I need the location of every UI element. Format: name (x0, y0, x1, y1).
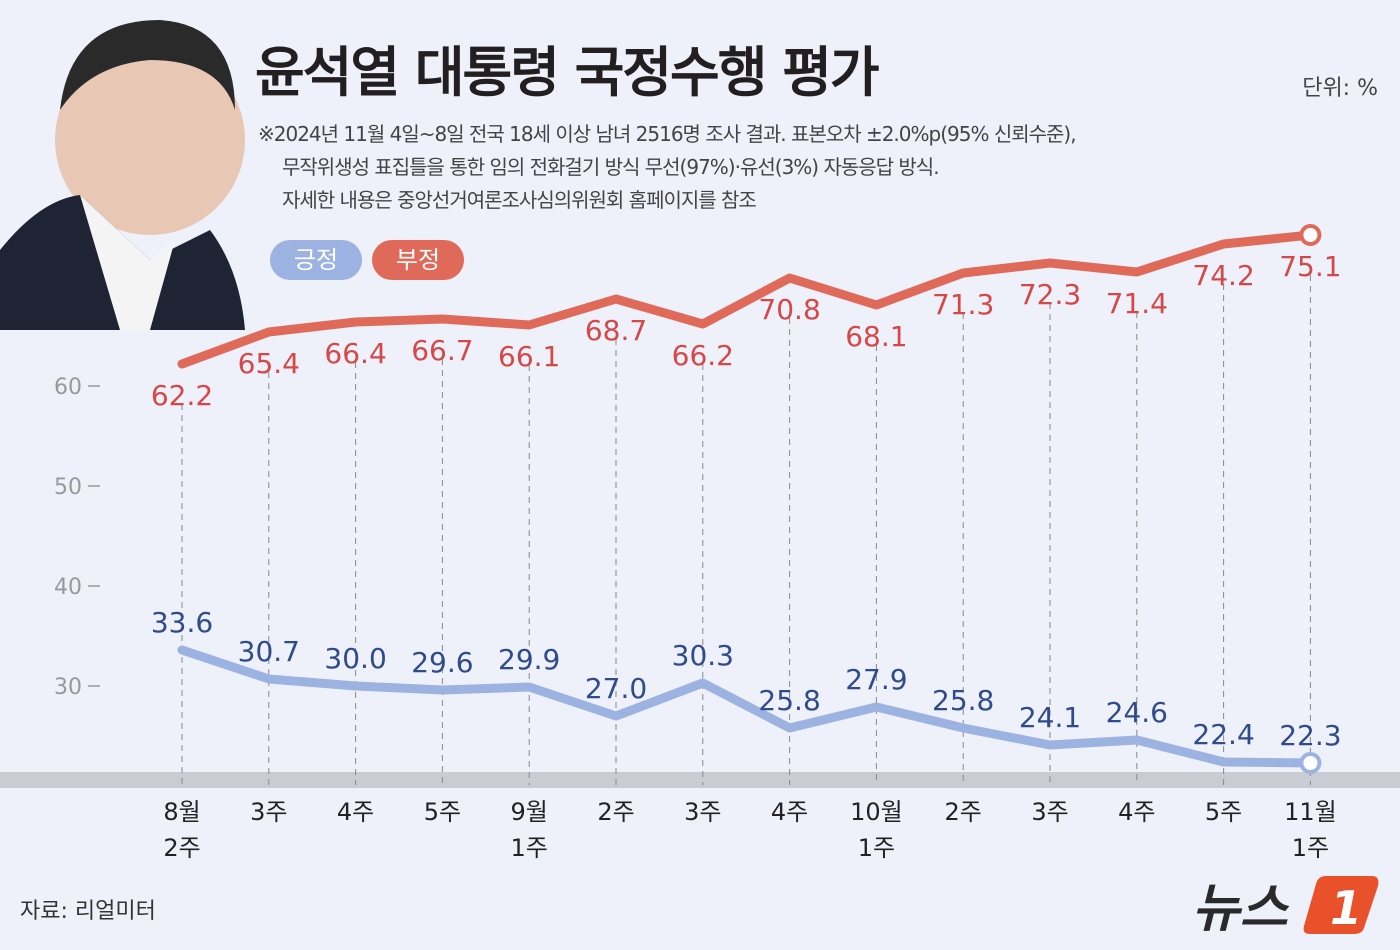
data-label: 71.3 (932, 288, 994, 321)
data-label: 66.1 (498, 340, 560, 373)
x-tick-label: 10월 (850, 798, 903, 826)
data-label: 70.8 (758, 293, 820, 326)
x-tick-label: 1주 (858, 834, 895, 862)
x-tick-label: 4주 (337, 798, 374, 826)
x-tick-label: 4주 (1118, 798, 1155, 826)
data-label: 24.1 (1019, 701, 1081, 734)
news1-logo: 뉴스 1 (1192, 868, 1382, 942)
page-title: 윤석열 대통령 국정수행 평가 (255, 41, 880, 104)
note-line: 자세한 내용은 중앙선거여론조사심의위원회 홈페이지를 참조 (282, 188, 757, 212)
x-tick-label: 5주 (424, 798, 461, 826)
svg-text:1: 1 (1330, 881, 1362, 935)
x-tick-label: 11월 (1284, 798, 1337, 826)
x-tick-label: 3주 (1031, 798, 1068, 826)
data-label: 66.7 (411, 334, 473, 367)
x-tick-label: 2주 (597, 798, 634, 826)
unit-label: 단위: % (1302, 76, 1378, 101)
x-tick-label: 3주 (684, 798, 721, 826)
x-tick-label: 3주 (250, 798, 287, 826)
x-tick-label: 1주 (511, 834, 548, 862)
data-label: 65.4 (238, 347, 300, 380)
data-label: 30.7 (238, 635, 300, 668)
x-tick-label: 1주 (1292, 834, 1329, 862)
data-label: 22.3 (1279, 719, 1341, 752)
legend-negative: 부정 (372, 240, 464, 280)
y-tick-label: 60 (54, 375, 82, 400)
data-label: 66.4 (324, 337, 386, 370)
data-label: 29.6 (411, 646, 473, 679)
data-label: 62.2 (151, 379, 213, 412)
data-label: 68.1 (845, 320, 907, 353)
x-tick-label: 9월 (511, 798, 548, 826)
legend-positive: 긍정 (270, 240, 362, 280)
x-tick-label: 8월 (163, 798, 200, 826)
data-label: 71.4 (1106, 287, 1168, 320)
data-label: 27.9 (845, 663, 907, 696)
data-label: 25.8 (758, 684, 820, 717)
data-label: 30.3 (672, 639, 734, 672)
x-tick-label: 4주 (771, 798, 808, 826)
data-label: 24.6 (1106, 696, 1168, 729)
portrait-photo (0, 20, 245, 330)
end-point-marker (1299, 752, 1322, 774)
data-label: 29.9 (498, 643, 560, 676)
y-tick-label: 40 (54, 575, 82, 600)
y-tick-label: 50 (54, 475, 82, 500)
data-label: 66.2 (672, 339, 734, 372)
data-label: 30.0 (324, 642, 386, 675)
data-label: 75.1 (1279, 250, 1341, 283)
data-label: 25.8 (932, 684, 994, 717)
axis-band (0, 772, 1400, 788)
x-tick-label: 2주 (945, 798, 982, 826)
data-label: 22.4 (1192, 718, 1254, 751)
note-line: 무작위생성 표집틀을 통한 임의 전화걸기 방식 무선(97%)·유선(3%) … (282, 155, 940, 179)
x-tick-label: 2주 (163, 834, 200, 862)
survey-note: ※2024년 11월 4일~8일 전국 18세 이상 남녀 2516명 조사 결… (258, 118, 1077, 217)
svg-text:뉴스: 뉴스 (1192, 879, 1290, 938)
end-point-marker (1299, 224, 1322, 246)
data-label: 27.0 (585, 672, 647, 705)
positive-line (177, 645, 1315, 768)
data-label: 74.2 (1192, 259, 1254, 292)
y-tick-label: 30 (54, 675, 82, 700)
negative-line (177, 230, 1315, 369)
source-label: 자료: 리얼미터 (20, 899, 156, 924)
x-tick-label: 5주 (1205, 798, 1242, 826)
data-label: 68.7 (585, 314, 647, 347)
data-label: 33.6 (151, 606, 213, 639)
note-line: ※2024년 11월 4일~8일 전국 18세 이상 남녀 2516명 조사 결… (258, 122, 1077, 146)
data-label: 72.3 (1019, 278, 1081, 311)
